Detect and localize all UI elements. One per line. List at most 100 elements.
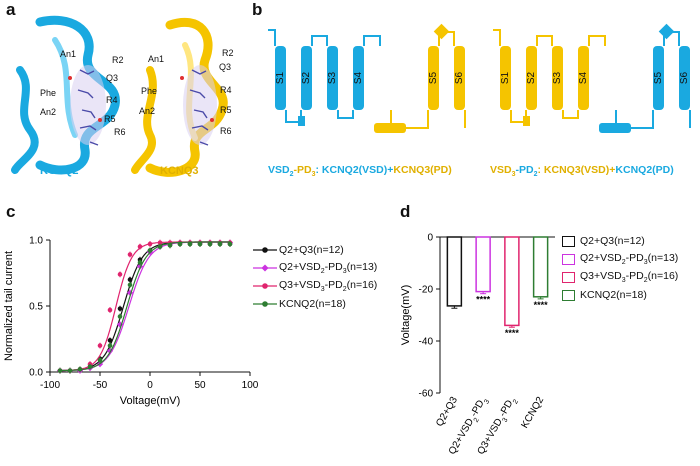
d-x-tick-label-3: KCNQ2 xyxy=(519,395,546,431)
c1-sub1: 2 xyxy=(289,171,294,179)
topo-2-s4s5-linker xyxy=(599,123,631,133)
d-significance-2: **** xyxy=(505,328,520,338)
topo-2-vsd-small-helix xyxy=(523,116,530,126)
topo-2-helix-label-5: S5 xyxy=(653,71,664,84)
kcnq2-label-an1: An1 xyxy=(60,49,77,59)
c-series-0-point-7 xyxy=(127,277,133,282)
activation-curve-chart: -100 -50 0 50 100 0.0 0.5 1.0 Voltage(mV) Normali… xyxy=(3,236,259,408)
c-series-3-point-2 xyxy=(77,367,83,372)
d-significance-3: **** xyxy=(534,300,549,310)
topo-2-helix-2 xyxy=(526,46,537,110)
legend-c: Q2+Q3(n=12) Q2+VSD2-PD3(n=13) Q3+VSD3-PD… xyxy=(253,241,377,313)
c-series-3-point-7 xyxy=(127,282,133,288)
c1-plus: + xyxy=(387,164,394,176)
topo-2-helix-label-1: S1 xyxy=(500,71,511,84)
c-series-2-point-4 xyxy=(97,343,103,348)
panel-letter-a: a xyxy=(6,0,16,19)
topo-1-helix-label-1: S1 xyxy=(275,71,286,84)
c1-colon: : xyxy=(315,164,322,176)
c-series-1-fit-line xyxy=(59,241,230,372)
topo-2-helix-5 xyxy=(653,46,664,110)
topo-1-helix-label-2: S2 xyxy=(301,71,312,84)
c-series-0-point-6 xyxy=(117,306,123,311)
kcnq2-label-r2: R2 xyxy=(112,55,124,65)
d-bar-3 xyxy=(532,236,549,298)
kcnq2-label-r4: R4 xyxy=(106,95,118,105)
kcnq2-structure-image xyxy=(11,15,120,175)
topo-2-helix-label-4: S4 xyxy=(578,71,589,84)
panel-letter-d: d xyxy=(400,202,411,221)
c2-vsd-part: KCNQ3(VSD) xyxy=(543,164,610,176)
c-x-tick-label-4: 100 xyxy=(242,380,259,391)
c-series-3-point-17 xyxy=(227,241,233,247)
kcnq3-label-r4: R4 xyxy=(220,85,232,95)
c-series-3-point-13 xyxy=(187,241,193,247)
c-series-2-point-8 xyxy=(137,244,143,249)
c-x-tick-label-1: -50 xyxy=(93,380,108,391)
kcnq2-label-r5: R5 xyxy=(104,114,116,124)
legend-c-label-3: Q3+VSD3-PD2(n=16) xyxy=(279,278,378,294)
c-series-3-point-8 xyxy=(137,260,143,265)
structure-illustrations xyxy=(11,15,228,177)
c-series-2-point-9 xyxy=(147,241,153,247)
c-series-2-point-5 xyxy=(107,307,113,313)
c-x-axis-title: Voltage(mV) xyxy=(120,395,181,407)
c2-sub1: 3 xyxy=(511,171,516,179)
legend-c-marker-1 xyxy=(253,247,277,253)
construct-1-caption: VSD2-PD3: KCNQ2(VSD)+KCNQ3(PD) xyxy=(268,164,452,178)
legend-d-swatch-2 xyxy=(562,253,575,265)
c-y-axis-title: Normalized tail current xyxy=(3,251,15,361)
legend-d-label-3: Q3+VSD3-PD2(n=16) xyxy=(580,269,679,285)
kcnq2-label-an2: An2 xyxy=(40,107,57,117)
kcnq2-label-r6: R6 xyxy=(114,127,126,137)
topo-1-helix-2 xyxy=(301,46,312,110)
topo-1-helix-label-3: S3 xyxy=(327,71,338,84)
kcnq3-label-r2: R2 xyxy=(222,48,234,58)
legend-d-item-2: Q2+VSD2-PD3(n=13) xyxy=(562,250,678,268)
c-x-tick-label-2: 0 xyxy=(147,380,153,391)
c-series-3-point-14 xyxy=(197,241,203,247)
topology-diagrams: S1 S2 S3 S4 S5 S6 S1 S2 S3 S4 S5 S6 xyxy=(268,23,691,133)
kcnq3-label-phe: Phe xyxy=(141,86,158,96)
d-bar-1 xyxy=(475,236,491,293)
c2-sub2: 2 xyxy=(533,171,538,179)
topo-1-helix-label-6: S6 xyxy=(454,71,465,84)
legend-c-marker-3 xyxy=(253,283,277,289)
topo-2-helix-label-2: S2 xyxy=(526,71,537,84)
legend-d-label-2: Q2+VSD2-PD3(n=13) xyxy=(580,251,679,267)
topo-1-helix-3 xyxy=(327,46,338,110)
topo-1-helix-label-4: S4 xyxy=(353,71,364,84)
legend-d: Q2+Q3(n=12) Q2+VSD2-PD3(n=13) Q3+VSD3-PD… xyxy=(562,232,678,304)
legend-d-swatch-4 xyxy=(562,289,575,301)
legend-c-label-4: KCNQ2(n=18) xyxy=(279,298,346,310)
kcnq3-name: KCNQ3 xyxy=(160,165,199,177)
d-y-tick-label-0: 0 xyxy=(427,233,433,244)
c-series-2-point-6 xyxy=(117,272,123,277)
c-series-3-point-6 xyxy=(117,314,123,319)
legend-d-item-4: KCNQ2(n=18) xyxy=(562,286,678,304)
c-series-3-point-4 xyxy=(97,357,103,363)
c2-plus: + xyxy=(609,164,616,176)
topo-1-s4s5-linker xyxy=(374,123,406,133)
panel-letter-b: b xyxy=(252,0,263,19)
topo-1-helix-6 xyxy=(454,46,465,110)
topo-1-vsd-loops xyxy=(268,29,381,123)
c1-vsd: VSD xyxy=(268,164,290,176)
kcnq3-label-an2: An2 xyxy=(139,106,156,116)
topo-2-helix-4 xyxy=(578,46,589,110)
c-x-tick-label-3: 50 xyxy=(194,380,206,391)
c-x-tick-label-0: -100 xyxy=(40,380,60,391)
c-series-3-point-15 xyxy=(207,241,213,247)
d-significance-1: **** xyxy=(476,295,491,305)
topo-2-helix-label-6: S6 xyxy=(679,71,690,84)
c-series-3-point-0 xyxy=(57,368,63,373)
c-series-3-point-1 xyxy=(67,368,73,373)
topo-2-helix-3 xyxy=(552,46,563,110)
topo-1-helix-1 xyxy=(275,46,286,110)
legend-d-item-1: Q2+Q3(n=12) xyxy=(562,232,678,250)
kcnq3-label-q3: Q3 xyxy=(219,62,232,72)
c-series-3-fit-line xyxy=(60,241,230,372)
voltage-bar-chart: 0-20-40-60Voltage(mV)Q2+Q3****Q2+VSD2-PD… xyxy=(400,233,555,457)
c-series-3-point-3 xyxy=(87,364,93,370)
kcnq3-label-r5: R5 xyxy=(220,105,232,115)
